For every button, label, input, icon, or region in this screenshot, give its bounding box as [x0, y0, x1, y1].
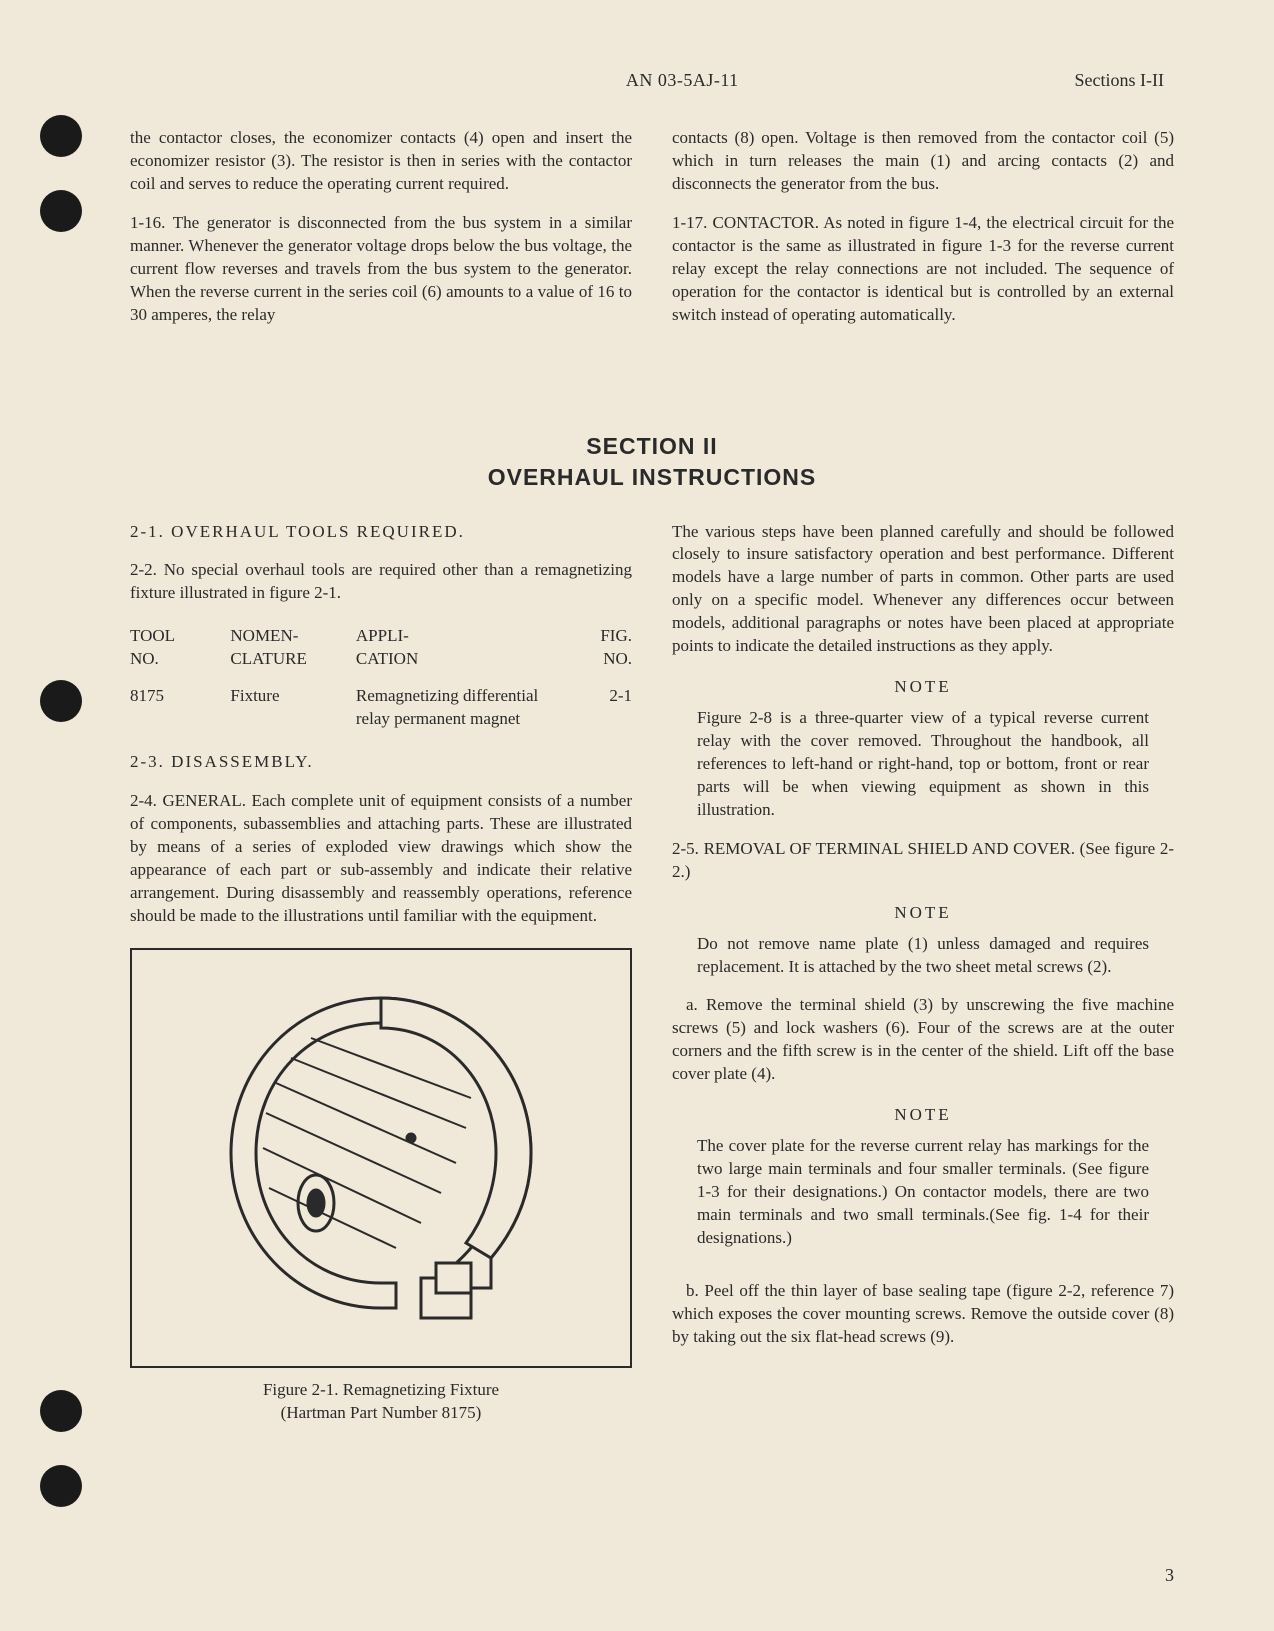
paragraph: contacts (8) open. Voltage is then remov…: [672, 127, 1174, 196]
paragraph: The various steps have been planned care…: [672, 521, 1174, 659]
left-column: 2-1. OVERHAUL TOOLS REQUIRED. 2-2. No sp…: [130, 521, 632, 1426]
heading: 2-1. OVERHAUL TOOLS REQUIRED.: [130, 521, 632, 544]
table-cell: 2-1: [547, 683, 632, 733]
table-cell: 8175: [130, 683, 230, 733]
note-label: NOTE: [672, 1104, 1174, 1127]
right-column: The various steps have been planned care…: [672, 521, 1174, 1426]
heading: 2-5. REMOVAL OF TERMINAL SHIELD AND COVE…: [672, 838, 1174, 884]
note-label: NOTE: [672, 902, 1174, 925]
caption-line-2: (Hartman Part Number 8175): [281, 1403, 482, 1422]
tool-table: TOOL NO. NOMEN- CLATURE APPLI- CATION FIG. N…: [130, 623, 632, 733]
paragraph: 2-2. No special overhaul tools are requi…: [130, 559, 632, 605]
caption-line-1: Figure 2-1. Remagnetizing Fixture: [263, 1380, 499, 1399]
paragraph: 1-16. The generator is disconnected from…: [130, 212, 632, 327]
paragraph: a. Remove the terminal shield (3) by uns…: [672, 994, 1174, 1086]
note-label: NOTE: [672, 676, 1174, 699]
table-header: CATION: [356, 649, 418, 668]
table-cell: Remagnetizing differential relay permane…: [356, 683, 547, 733]
left-column: the contactor closes, the economizer con…: [130, 127, 632, 343]
paragraph: b. Peel off the thin layer of base seali…: [672, 1280, 1174, 1349]
remagnetizing-fixture-illustration: [221, 978, 541, 1338]
note-text: Do not remove name plate (1) unless dama…: [672, 933, 1174, 979]
table-cell: Fixture: [230, 683, 356, 733]
page-header: AN 03-5AJ-11 Sections I-II: [130, 70, 1174, 91]
section-2-content: 2-1. OVERHAUL TOOLS REQUIRED. 2-2. No sp…: [130, 521, 1174, 1426]
paragraph: 2-4. GENERAL. Each complete unit of equi…: [130, 790, 632, 928]
section-1-content: the contactor closes, the economizer con…: [130, 127, 1174, 343]
table-header: NOMEN-: [230, 626, 298, 645]
document-code: AN 03-5AJ-11: [290, 70, 1075, 91]
heading: 2-3. DISASSEMBLY.: [130, 751, 632, 774]
figure-2-1: [130, 948, 632, 1368]
table-header: CLATURE: [230, 649, 307, 668]
page-container: AN 03-5AJ-11 Sections I-II the contactor…: [0, 0, 1274, 1485]
note-text: The cover plate for the reverse current …: [672, 1135, 1174, 1250]
table-header: TOOL: [130, 626, 175, 645]
section-title: SECTION II: [130, 433, 1174, 460]
table-header: NO.: [130, 649, 159, 668]
table-header: FIG.: [600, 626, 632, 645]
section-subtitle: OVERHAUL INSTRUCTIONS: [130, 464, 1174, 491]
section-label: Sections I-II: [1075, 70, 1164, 91]
table-header: NO.: [603, 649, 632, 668]
table-header: APPLI-: [356, 626, 409, 645]
figure-caption: Figure 2-1. Remagnetizing Fixture (Hartm…: [130, 1378, 632, 1426]
paragraph: the contactor closes, the economizer con…: [130, 127, 632, 196]
right-column: contacts (8) open. Voltage is then remov…: [672, 127, 1174, 343]
page-number: 3: [1165, 1565, 1174, 1586]
paragraph: 1-17. CONTACTOR. As noted in figure 1-4,…: [672, 212, 1174, 327]
note-text: Figure 2-8 is a three-quarter view of a …: [672, 707, 1174, 822]
